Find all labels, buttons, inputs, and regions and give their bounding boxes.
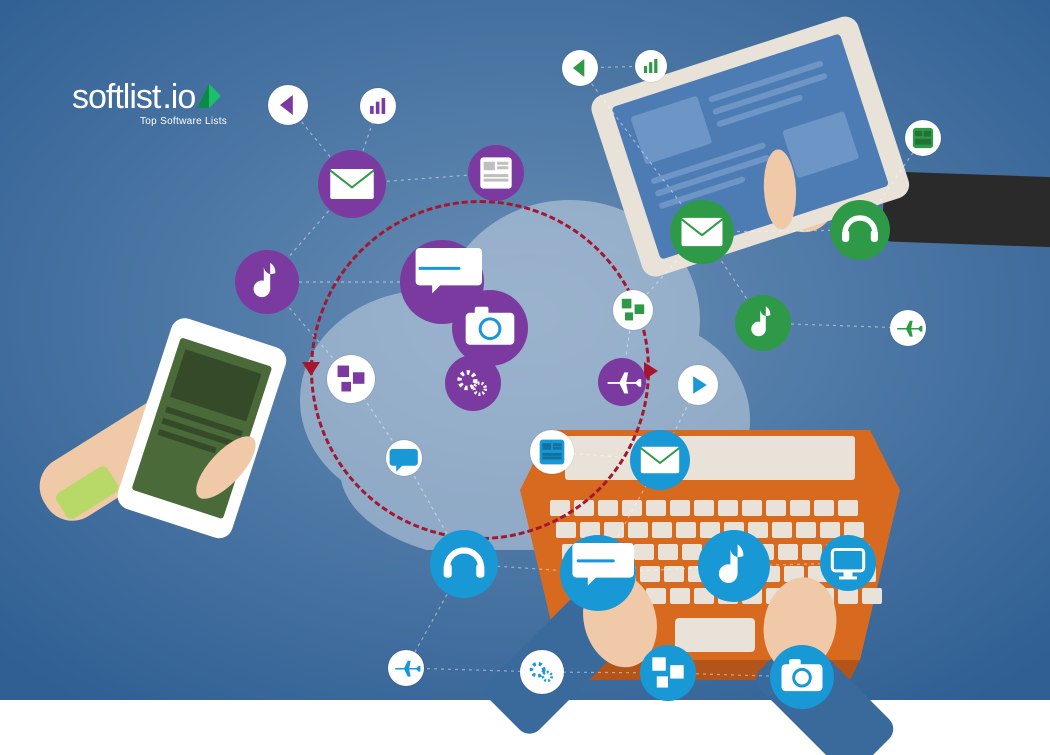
share-blue-icon <box>640 645 696 701</box>
orbit-marker-left <box>302 362 320 376</box>
share-white-g-icon <box>613 290 653 330</box>
gears-white-b-icon <box>520 650 564 694</box>
news-white-b-icon <box>530 430 574 474</box>
gears-main-icon <box>445 355 501 411</box>
bar-white-g-icon <box>635 50 667 82</box>
plane-white-b-icon <box>388 650 424 686</box>
news-white-g-icon <box>905 120 941 156</box>
note-main-icon <box>235 250 299 314</box>
infographic-canvas: softlist.io Top Software Lists <box>0 0 1050 700</box>
chat-blue-icon <box>560 535 636 611</box>
note-blue-icon <box>698 530 770 602</box>
chat-white-b-icon <box>386 440 422 476</box>
back-white-g-icon <box>562 50 598 86</box>
plane-white-g-icon <box>890 310 926 346</box>
mail-green-icon <box>670 200 734 264</box>
news-purple-icon <box>468 145 524 201</box>
note-green-icon <box>735 295 791 351</box>
logo-suffix-text: .io <box>162 78 195 117</box>
headset-green-icon <box>830 200 890 260</box>
camera-blue-icon <box>770 645 834 709</box>
logo-arrow-icon <box>195 80 223 114</box>
logo-main-text: softlist <box>72 78 160 117</box>
share-white-p-icon <box>327 355 375 403</box>
back-white-p-icon <box>268 85 308 125</box>
play-white-b-icon <box>678 365 718 405</box>
monitor-blue-icon <box>820 535 876 591</box>
bar-white-p-icon <box>360 88 396 124</box>
headset-blue-icon <box>430 530 498 598</box>
logo-subtitle: Top Software Lists <box>140 116 227 127</box>
mail-blue-icon <box>630 430 690 490</box>
mail-purple-icon <box>318 150 386 218</box>
brand-logo: softlist.io <box>72 78 223 117</box>
orbit-marker-right <box>644 362 658 380</box>
plane-main-icon <box>598 358 646 406</box>
